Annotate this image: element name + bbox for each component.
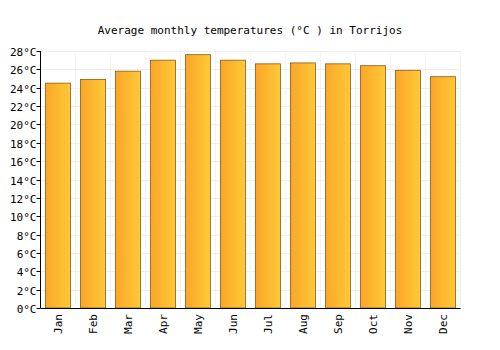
bar [256,64,281,308]
y-tick [37,51,41,52]
v-grid-line [460,51,461,308]
v-grid-line [40,51,41,308]
y-tick-label: 6°C [17,248,37,261]
v-grid-line [425,51,426,308]
bar [396,70,421,308]
bar [326,64,351,308]
bars [46,55,456,308]
x-axis [41,308,461,309]
x-tick-label: Oct [367,314,380,334]
x-tick-label: Nov [402,314,415,334]
y-tick-label: 14°C [10,175,37,188]
y-tick [37,271,41,272]
y-tick-label: 16°C [10,156,37,169]
grid-line [41,69,461,70]
y-tick-label: 20°C [10,119,37,132]
bar [186,55,211,308]
x-tick-label: Dec [437,314,450,334]
x-tick-label: Jul [262,314,275,334]
y-tick [37,161,41,162]
x-tick-label: May [192,314,205,334]
y-tick [37,290,41,291]
v-grid-line [355,51,356,308]
y-tick [37,198,41,199]
v-grid-line [320,51,321,308]
bar [361,66,386,308]
v-grid-line [215,51,216,308]
bar [221,60,246,308]
v-grid-line [75,51,76,308]
y-tick-label: 28°C [10,46,37,59]
y-tick-label: 26°C [10,64,37,77]
y-tick-label: 0°C [17,303,37,316]
title: Average monthly temperatures (°C ) in To… [98,24,403,37]
y-tick-label: 12°C [10,193,37,206]
grid-line [41,308,461,309]
v-grid-line [390,51,391,308]
y-tick [37,124,41,125]
y-tick [37,180,41,181]
chart: Average monthly temperatures (°C ) in To… [0,0,500,350]
bar [81,79,106,308]
y-tick [37,143,41,144]
y-axis [40,51,41,308]
v-grid-line [285,51,286,308]
x-tick-label: Aug [297,314,310,334]
y-tick [37,235,41,236]
grid-line [41,51,461,52]
v-grid-line [180,51,181,308]
y-tick [37,216,41,217]
bar [291,63,316,308]
bar [116,71,141,308]
y-tick [37,106,41,107]
bar [151,60,176,308]
y-tick-label: 24°C [10,83,37,96]
x-tick-label: Jan [52,314,65,334]
x-tick-label: Mar [122,314,135,334]
bar [431,77,456,308]
y-tick-label: 4°C [17,266,37,279]
y-tick-label: 10°C [10,211,37,224]
x-tick-label: Jun [227,314,240,334]
bar [46,83,71,308]
y-tick [37,88,41,89]
y-tick [37,253,41,254]
y-tick [37,308,41,309]
x-tick-label: Sep [332,314,345,334]
y-tick-label: 2°C [17,285,37,298]
y-tick-label: 18°C [10,138,37,151]
y-tick-label: 22°C [10,101,37,114]
x-tick-label: Feb [87,314,100,334]
y-tick [37,69,41,70]
y-tick-label: 8°C [17,230,37,243]
v-grid-line [145,51,146,308]
v-grid-line [250,51,251,308]
v-grid-line [110,51,111,308]
x-tick-label: Apr [157,314,170,334]
